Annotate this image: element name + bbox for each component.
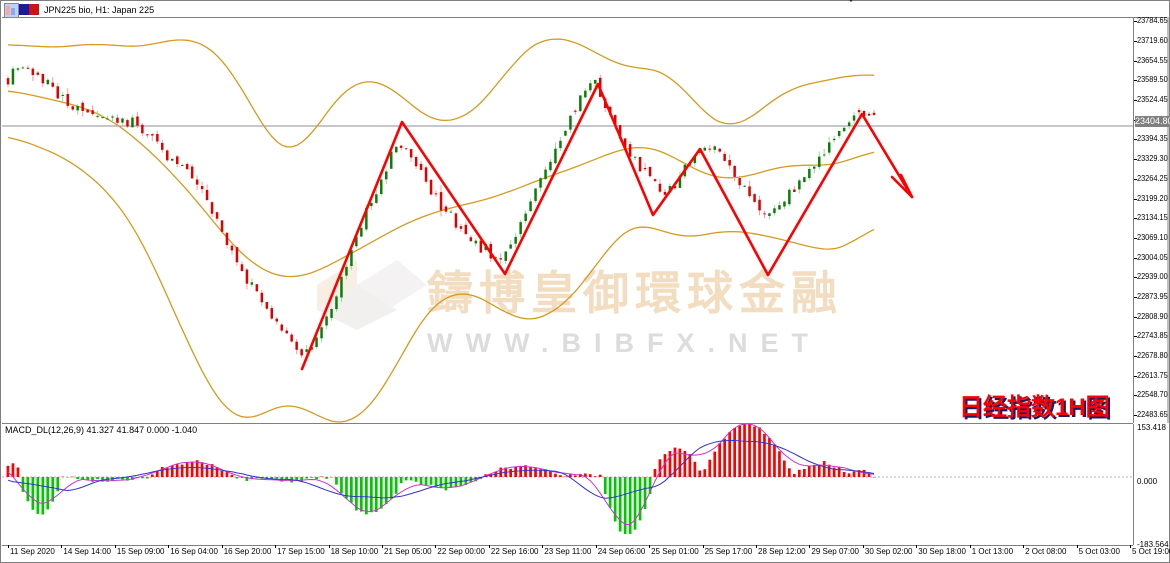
svg-text:WWW.BIBFX.NET: WWW.BIBFX.NET — [427, 328, 821, 358]
svg-text:鑄博皇御環球金融: 鑄博皇御環球金融 — [426, 267, 843, 319]
svg-text:日经指数1H图: 日经指数1H图 — [959, 393, 1110, 421]
